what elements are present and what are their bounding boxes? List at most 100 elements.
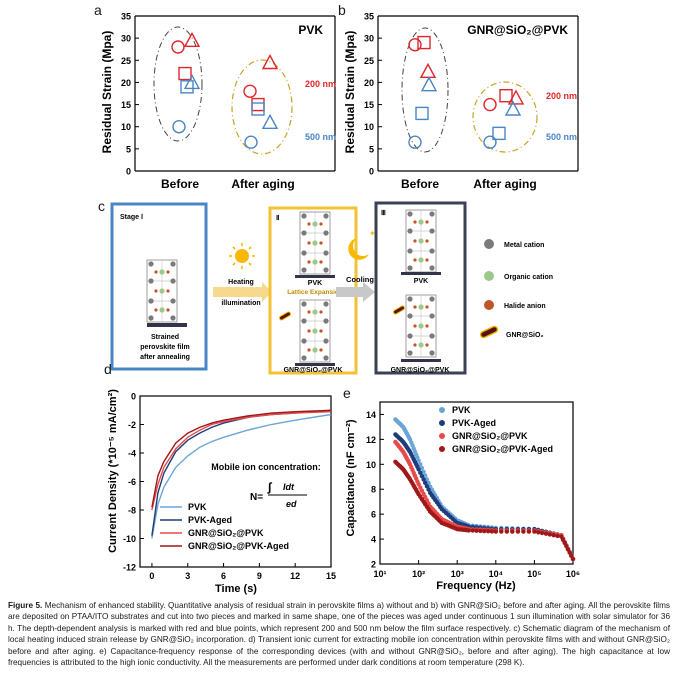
cat-after-a: After aging <box>231 177 294 191</box>
point-pvk-aged <box>424 484 430 489</box>
legend-e: PVK PVK-Aged GNR@SiO₂@PVK GNR@SiO₂@PVK-A… <box>439 405 553 454</box>
point-gnr-aged <box>526 529 532 534</box>
title-a: PVK <box>298 23 323 37</box>
point-gnr-aged <box>504 529 509 534</box>
ytick-label-e: 2 <box>371 560 376 570</box>
point-pvk-aged <box>419 473 425 479</box>
ytick-label-d: -12 <box>123 563 136 573</box>
panel-letter-a: a <box>94 2 102 18</box>
film-caption-1: Strained <box>151 334 179 341</box>
cooling-label: Cooling <box>346 275 374 284</box>
xtick-label-e: 10¹ <box>373 569 386 579</box>
ytick-label-e: 8 <box>371 485 376 495</box>
ylabel-d: Current Density (*10⁻⁵ mA/cm²) <box>107 389 119 553</box>
line-gnr <box>151 411 332 511</box>
panel-letter-b: b <box>338 2 346 18</box>
legend-200-a: 200 nm <box>305 79 336 89</box>
strain-marker-b <box>507 89 525 105</box>
points-e <box>393 417 576 562</box>
xticks-d: 0 3 6 9 12 15 <box>149 563 336 581</box>
organic-cation-swatch <box>484 271 494 281</box>
yticks-a: 0 5 10 15 20 25 30 35 <box>121 12 139 177</box>
cat-before-b: Before <box>401 177 439 191</box>
annotation-d: Mobile ion concentration: <box>211 462 321 472</box>
line-pvk-aged <box>151 409 332 536</box>
point-gnr-aged <box>536 530 541 535</box>
point-pvk-aged <box>423 480 428 485</box>
markers-b <box>408 35 525 149</box>
panel-letter-d: d <box>104 361 112 377</box>
stage3-label: Ⅲ <box>381 209 386 217</box>
legend-gnr-aged-d: GNR@SiO₂@PVK-Aged <box>188 541 289 551</box>
lattice-expansion-label: Lattice Expansion <box>287 289 343 296</box>
xtick-label-e: 10⁴ <box>489 569 503 579</box>
point-gnr-aged <box>532 529 537 534</box>
strain-marker-b <box>420 76 438 92</box>
point-pvk <box>424 477 430 482</box>
strain-marker-a <box>171 40 185 54</box>
point-gnr-aged <box>485 529 491 534</box>
chart-panel-d: Current Density (*10⁻⁵ mA/cm²) 0 -2 -4 -6 -8… <box>107 389 336 595</box>
point-pvk <box>416 458 421 463</box>
point-gnr-aged <box>570 556 576 562</box>
film-caption-3: after annealing <box>140 354 190 361</box>
after-cluster-b <box>472 81 538 153</box>
xtick-label-d: 9 <box>257 571 262 581</box>
ytick-label-a: 35 <box>121 12 131 22</box>
point-gnr-aged <box>478 528 483 534</box>
point-gnr-aged <box>521 529 526 534</box>
chart-panel-b: Residual Strain (Mpa) 0 5 10 15 20 25 30 35 GNR… <box>343 12 579 191</box>
yticks-e: 2 4 6 8 10 12 14 <box>366 410 384 570</box>
strain-marker-a <box>251 97 265 112</box>
legend-500-a: 500 nm <box>305 132 336 142</box>
ytick-label-e: 12 <box>366 435 376 445</box>
ytick-label-a: 0 <box>126 167 131 177</box>
point-gnr-aged <box>499 529 504 534</box>
substrate-stage3-pvk <box>401 272 441 275</box>
legend-d: PVK PVK-Aged GNR@SiO₂@PVK GNR@SiO₂@PVK-A… <box>160 502 289 551</box>
ytick-label-e: 6 <box>371 510 376 520</box>
lines-d <box>151 409 332 539</box>
legend-metal-cation: Metal cation <box>504 242 544 249</box>
ylabel-b: Residual Strain (Mpa) <box>343 31 357 154</box>
strain-marker-b <box>419 62 437 79</box>
legend-gnr-e: GNR@SiO₂@PVK <box>452 431 528 441</box>
legend-200-b: 200 nm <box>546 91 577 101</box>
point-pvk-aged <box>426 487 431 492</box>
strain-marker-b <box>483 97 497 112</box>
formula-n: N= <box>250 492 263 503</box>
stage2-label: Ⅱ <box>276 214 279 222</box>
legend-pvk-aged-e: PVK-Aged <box>452 418 496 428</box>
legend-dot-pvk <box>439 407 445 413</box>
strain-marker-a <box>261 54 279 70</box>
xtick-label-d: 15 <box>326 571 336 581</box>
point-gnr-aged <box>470 528 475 533</box>
metal-cation-swatch <box>484 239 494 249</box>
point-pvk <box>419 465 425 471</box>
point-gnr <box>416 482 421 487</box>
substrate-stage2-pvk <box>295 275 335 278</box>
lattice-stage3-pvk <box>405 209 437 273</box>
legend-pvk-d: PVK <box>188 502 207 512</box>
ylabel-a: Residual Strain (Mpa) <box>100 31 114 154</box>
xticks-e: 10¹ 10² 10³ 10⁴ 10⁵ 10⁶ <box>373 560 580 579</box>
strain-marker-a <box>172 120 186 134</box>
substrate-stage3-gnr <box>401 359 441 362</box>
point-pvk <box>421 469 426 474</box>
gnr-particle-2 <box>279 311 291 321</box>
point-gnr-aged <box>510 529 515 534</box>
ytick-label-b: 25 <box>364 56 374 66</box>
svg-text:✦: ✦ <box>369 229 376 238</box>
legend-500-b: 500 nm <box>546 132 577 142</box>
ylabel-e: Capacitance (nF cm⁻²) <box>345 419 357 536</box>
ytick-label-b: 15 <box>364 100 374 110</box>
ytick-label-d: -2 <box>128 420 136 430</box>
stage1-box <box>110 202 208 371</box>
point-gnr-aged <box>489 529 495 534</box>
cat-before-a: Before <box>161 177 199 191</box>
xtick-label-e: 10⁵ <box>527 569 541 579</box>
strain-marker-b <box>483 135 497 149</box>
caption-text: Mechanism of enhanced stability. Quantit… <box>8 601 671 668</box>
point-pvk-aged <box>416 467 421 472</box>
ytick-label-d: -6 <box>128 477 136 487</box>
